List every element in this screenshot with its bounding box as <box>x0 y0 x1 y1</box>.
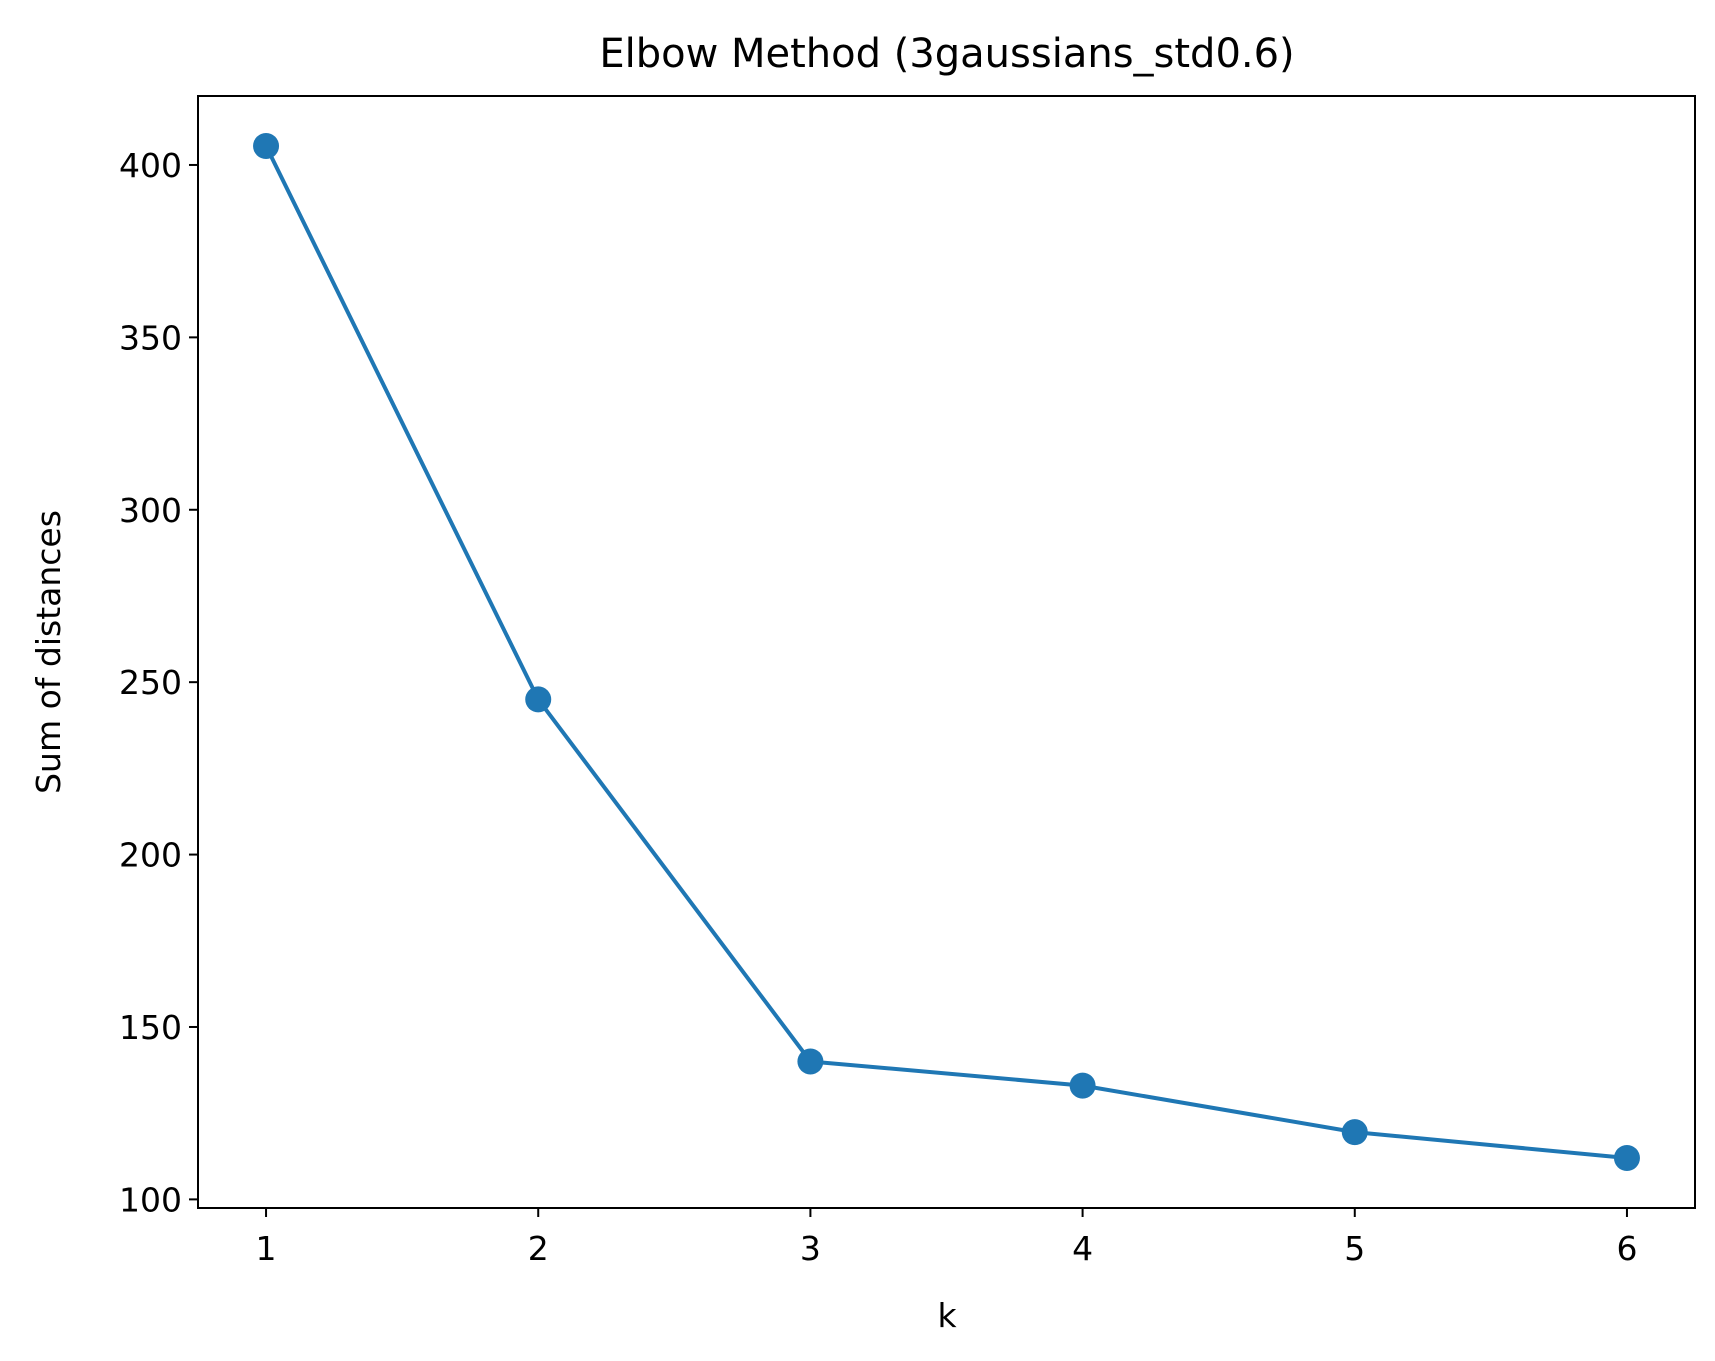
y-tick-label: 400 <box>119 146 182 185</box>
y-axis-ticks: 100 150 200 250 300 350 400 <box>119 146 198 1219</box>
y-tick-label: 150 <box>119 1008 182 1047</box>
data-point <box>525 686 552 713</box>
y-tick-label: 100 <box>119 1180 182 1219</box>
plot-area-frame <box>197 95 1696 1209</box>
x-tick-label: 6 <box>1616 1229 1637 1268</box>
x-axis-ticks: 1 2 3 4 5 6 <box>256 1208 1637 1268</box>
x-tick-label: 1 <box>256 1229 277 1268</box>
x-axis-label: k <box>937 1296 957 1335</box>
y-tick-label: 250 <box>119 663 182 702</box>
data-point <box>1341 1119 1368 1146</box>
data-markers <box>253 132 1640 1172</box>
y-tick-label: 200 <box>119 836 182 875</box>
data-point <box>253 132 280 159</box>
y-tick-label: 300 <box>119 491 182 530</box>
data-point <box>1613 1145 1640 1172</box>
y-tick-label: 350 <box>119 318 182 357</box>
y-axis-label: Sum of distances <box>29 510 68 794</box>
chart-title: Elbow Method (3gaussians_std0.6) <box>599 31 1294 77</box>
series-line <box>264 145 1628 1160</box>
x-tick-label: 3 <box>800 1229 821 1268</box>
data-point <box>797 1048 824 1075</box>
data-point <box>1069 1072 1096 1099</box>
x-tick-label: 2 <box>528 1229 549 1268</box>
x-tick-label: 5 <box>1344 1229 1365 1268</box>
x-tick-label: 4 <box>1072 1229 1093 1268</box>
